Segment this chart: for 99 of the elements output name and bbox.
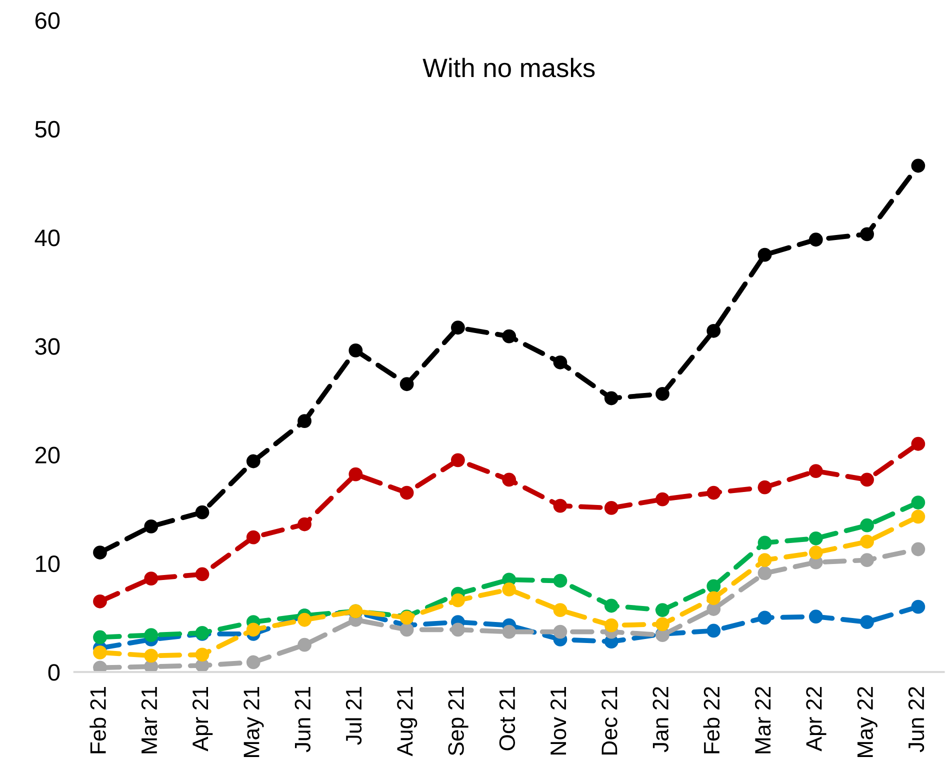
x-tick-label: Sep 21 (448, 686, 468, 756)
point (195, 567, 210, 582)
x-tick-label: Nov 21 (550, 686, 566, 754)
point (758, 610, 772, 625)
point (758, 553, 772, 568)
point (808, 610, 823, 624)
point (144, 519, 158, 534)
point (450, 320, 465, 335)
point (400, 486, 414, 500)
point (246, 622, 260, 637)
point (348, 343, 363, 358)
x-tick-label: Jul 21 (345, 686, 362, 745)
point (860, 518, 874, 532)
point (502, 472, 516, 487)
x-tick-label: Aug 21 (397, 686, 418, 756)
point (706, 624, 721, 638)
x-tick-label: Jan 22 (652, 687, 668, 752)
point (298, 638, 312, 652)
point (553, 355, 568, 370)
x-tick-label: Apr 21 (192, 686, 213, 752)
point (808, 464, 823, 478)
point (502, 582, 516, 596)
point (911, 158, 926, 173)
point (450, 453, 465, 468)
x-tick-label: Feb 22 (703, 687, 720, 754)
point (93, 646, 107, 660)
x-tick-label: Dec 21 (602, 686, 618, 754)
y-tick-label: 10 (36, 555, 60, 572)
point (911, 496, 926, 510)
point (758, 536, 772, 550)
y-tick-label: 40 (34, 230, 60, 246)
point (860, 472, 874, 487)
point (706, 591, 721, 606)
point (758, 566, 772, 580)
point (298, 612, 312, 627)
point (860, 227, 874, 242)
point (911, 542, 926, 556)
point (860, 615, 874, 629)
point (706, 579, 721, 594)
point (553, 498, 568, 513)
point (246, 530, 260, 544)
point (553, 574, 568, 588)
y-tick-label: 0 (48, 664, 60, 681)
point (604, 618, 618, 632)
point (706, 486, 721, 500)
point (656, 492, 670, 506)
x-tick-label: May 21 (244, 686, 264, 757)
point (93, 546, 107, 560)
point (93, 594, 107, 608)
point (656, 603, 670, 618)
y-tick-label: 60 (35, 12, 60, 29)
point (808, 546, 823, 560)
point (93, 660, 107, 672)
point (860, 534, 874, 549)
point (195, 648, 210, 662)
point (298, 517, 312, 532)
point (195, 505, 210, 520)
point (502, 329, 516, 344)
point (298, 414, 312, 428)
point (911, 600, 926, 614)
x-tick-label: Mar 21 (141, 686, 158, 754)
point (553, 624, 568, 639)
x-tick-label: Jun 21 (294, 686, 310, 752)
point (144, 628, 158, 642)
point (604, 391, 618, 406)
point (911, 510, 926, 524)
x-tick-label: Feb 21 (90, 686, 106, 754)
x-tick-label: Oct 21 (499, 686, 516, 750)
text: With no masks (422, 58, 595, 78)
point (400, 377, 414, 392)
y-tick-label: 20 (35, 446, 60, 464)
y-tick-label: 50 (35, 120, 60, 138)
point (144, 572, 158, 586)
x-tick-label: May 22 (857, 687, 878, 757)
point (808, 232, 823, 247)
y-tick-label: 30 (35, 338, 60, 355)
point (246, 454, 260, 468)
point (144, 648, 158, 663)
point (911, 436, 926, 451)
x-tick-label: Mar 22 (754, 687, 771, 754)
point (93, 630, 107, 644)
point (808, 531, 823, 546)
point (348, 467, 363, 482)
point (400, 622, 414, 637)
point (758, 480, 772, 494)
point (246, 655, 260, 670)
x-tick-label: Jun 22 (908, 687, 924, 752)
point (502, 624, 516, 639)
point (706, 324, 721, 338)
point (450, 622, 465, 637)
point (604, 501, 618, 515)
point (553, 603, 568, 618)
point (656, 386, 670, 401)
point (860, 553, 874, 568)
x-tick-label: Apr 22 (806, 687, 826, 752)
point (656, 617, 670, 632)
point (758, 248, 772, 262)
point (604, 598, 618, 613)
point (450, 593, 465, 608)
